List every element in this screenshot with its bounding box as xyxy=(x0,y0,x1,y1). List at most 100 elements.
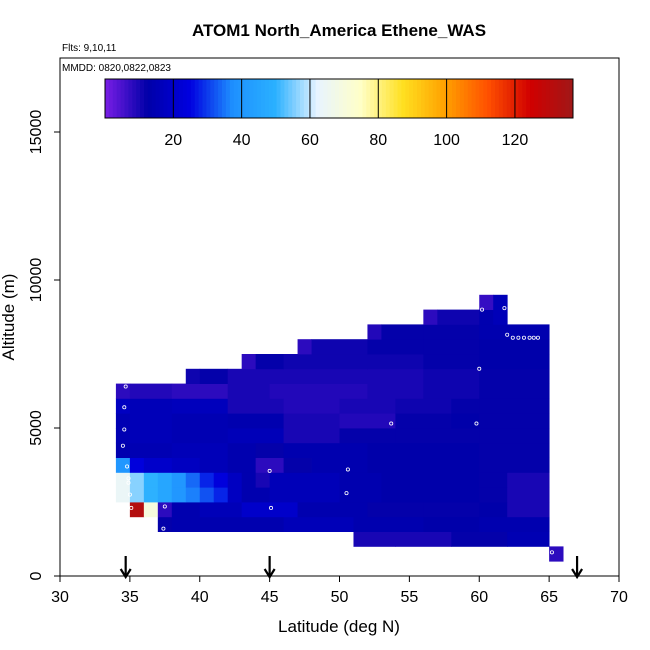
colorbar-swatch xyxy=(459,79,465,118)
colorbar-swatch xyxy=(491,79,496,118)
heatmap-cell xyxy=(115,428,131,444)
colorbar-swatch xyxy=(339,79,344,118)
colorbar-swatch xyxy=(284,79,289,118)
colorbar-swatch xyxy=(116,79,121,118)
colorbar-swatch xyxy=(323,79,328,118)
heatmap-cell xyxy=(283,516,354,532)
colorbar-swatch xyxy=(498,79,504,118)
colorbar-swatch xyxy=(179,79,184,118)
heatmap-cell xyxy=(339,487,382,503)
colorbar-swatch xyxy=(194,79,199,118)
heatmap-cell xyxy=(283,428,340,444)
colorbar-tick-label: 80 xyxy=(369,132,387,149)
heatmap-cell xyxy=(157,516,173,532)
colorbar-swatch xyxy=(175,79,180,118)
heatmap-cell xyxy=(479,457,550,473)
heatmap-cell xyxy=(283,354,368,370)
heatmap-cell xyxy=(423,368,480,384)
colorbar-swatch xyxy=(105,79,110,118)
heatmap-cell xyxy=(367,457,424,473)
heatmap-cell xyxy=(479,428,550,444)
colorbar-swatch xyxy=(253,79,258,118)
y-axis: 0 5000 10000 15000 xyxy=(28,110,60,580)
heatmap-cell xyxy=(353,516,424,532)
colorbar-swatch xyxy=(471,79,476,118)
heatmap-cell xyxy=(213,472,229,488)
heatmap-cell xyxy=(241,502,298,518)
colorbar-swatch xyxy=(389,79,394,118)
heatmap-cell xyxy=(395,531,452,547)
colorbar-swatch xyxy=(479,79,484,118)
colorbar-swatch xyxy=(202,79,207,118)
colorbar-swatch xyxy=(151,79,157,118)
colorbar-tick-label: 40 xyxy=(233,132,251,149)
heatmap-cell xyxy=(199,368,229,384)
colorbar-swatch xyxy=(128,79,133,118)
heatmap-cell xyxy=(115,487,131,503)
flight-point xyxy=(531,335,536,340)
heatmap-cell xyxy=(423,502,480,518)
heatmap-cell xyxy=(367,502,424,518)
heatmap-cell xyxy=(479,442,550,458)
colorbar-swatch xyxy=(124,79,129,118)
colorbar-tick-label: 120 xyxy=(502,132,529,149)
colorbar-swatch xyxy=(378,79,383,118)
colorbar-swatch xyxy=(428,79,433,118)
heatmap-cell xyxy=(227,472,243,488)
colorbar-swatch xyxy=(432,79,437,118)
heatmap-cell xyxy=(143,472,159,488)
heatmap-cell xyxy=(241,487,271,503)
colorbar-swatch xyxy=(261,79,266,118)
flight-point xyxy=(122,405,127,410)
colorbar-swatch xyxy=(456,79,461,118)
heatmap-cell xyxy=(479,502,508,518)
flight-point xyxy=(120,443,125,448)
heatmap-cell xyxy=(283,457,312,473)
colorbar-swatch xyxy=(467,79,472,118)
chart-title: ATOM1 North_America Ethene_WAS xyxy=(192,21,486,40)
heatmap-cell xyxy=(241,354,257,370)
colorbar-swatch xyxy=(218,79,223,118)
x-tick-label: 65 xyxy=(540,589,558,606)
heatmap-cell xyxy=(381,472,438,488)
colorbar-swatch xyxy=(549,79,554,118)
colorbar-swatch xyxy=(233,79,238,118)
colorbar-swatch xyxy=(183,79,188,118)
heatmap-cell xyxy=(311,457,368,473)
heatmap-cell xyxy=(549,546,564,562)
dates-note: MMDD: 0820,0822,0823 xyxy=(62,63,171,74)
flight-points xyxy=(120,306,554,555)
colorbar-swatch xyxy=(362,79,367,118)
heatmap-cell xyxy=(171,502,201,518)
heatmap-cell xyxy=(199,487,215,503)
heatmap-cell xyxy=(115,457,131,473)
heatmap-cell xyxy=(339,428,396,444)
colorbar-swatch xyxy=(120,79,125,118)
colorbar-swatch xyxy=(112,79,118,118)
heatmap-cell xyxy=(129,442,173,458)
colorbar-swatch xyxy=(225,79,231,118)
colorbar-swatch xyxy=(257,79,262,118)
colorbar-swatch xyxy=(541,79,547,118)
colorbar-swatch xyxy=(268,79,274,118)
colorbar-tick-label: 20 xyxy=(164,132,182,149)
colorbar-swatch xyxy=(163,79,168,118)
heatmap-cell xyxy=(269,487,340,503)
heatmap-cell xyxy=(395,398,452,414)
x-tick-label: 70 xyxy=(610,589,628,606)
flight-point xyxy=(502,306,507,311)
colorbar-swatch xyxy=(264,79,270,118)
colorbar-swatch xyxy=(214,79,219,118)
colorbar-swatch xyxy=(393,79,398,118)
colorbar-swatch xyxy=(222,79,227,118)
flight-point xyxy=(126,480,131,485)
x-axis-label: Latitude (deg N) xyxy=(278,617,400,636)
heatmap-cell xyxy=(367,354,424,370)
heatmap-cell xyxy=(381,324,424,340)
colorbar-swatch xyxy=(417,79,422,118)
heatmap-cell xyxy=(255,442,284,458)
colorbar-swatch xyxy=(366,79,371,118)
heatmap-cell xyxy=(507,487,550,503)
colorbar-swatch xyxy=(514,79,519,118)
